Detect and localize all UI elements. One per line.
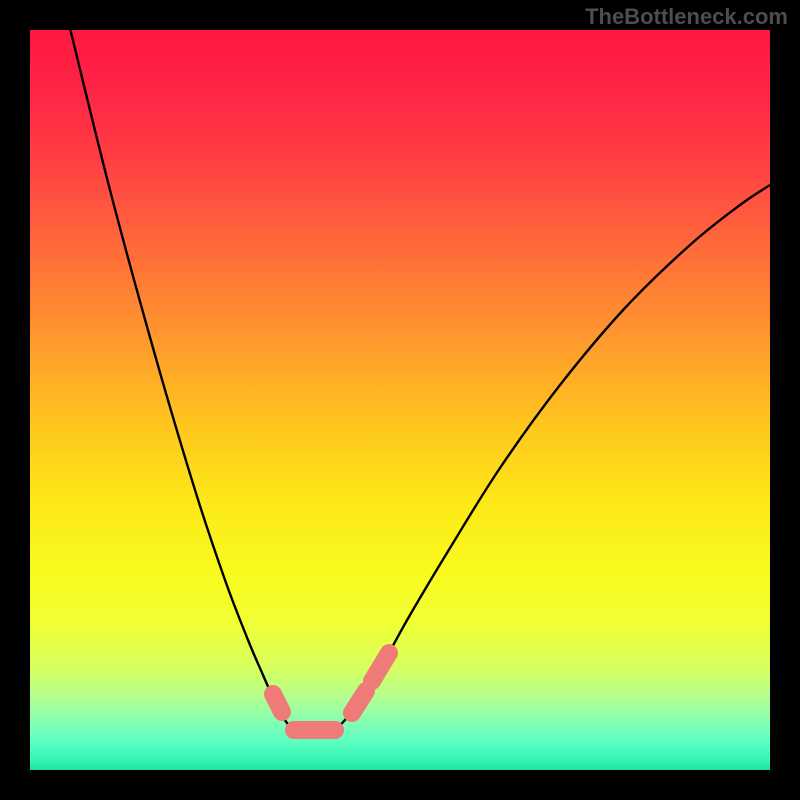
- right-curve: [335, 185, 770, 730]
- highlight-segment-3: [372, 653, 389, 681]
- watermark-text: TheBottleneck.com: [585, 4, 788, 30]
- left-curve: [68, 30, 294, 730]
- curve-layer: [30, 30, 770, 770]
- highlight-segment-2: [352, 691, 366, 713]
- chart-stage: TheBottleneck.com: [0, 0, 800, 800]
- plot-area: [30, 30, 770, 770]
- highlight-segment-0: [273, 694, 282, 712]
